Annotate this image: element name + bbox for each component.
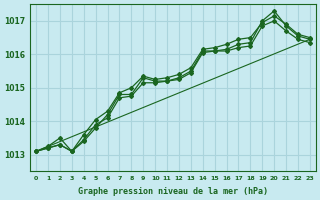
X-axis label: Graphe pression niveau de la mer (hPa): Graphe pression niveau de la mer (hPa) [78, 187, 268, 196]
